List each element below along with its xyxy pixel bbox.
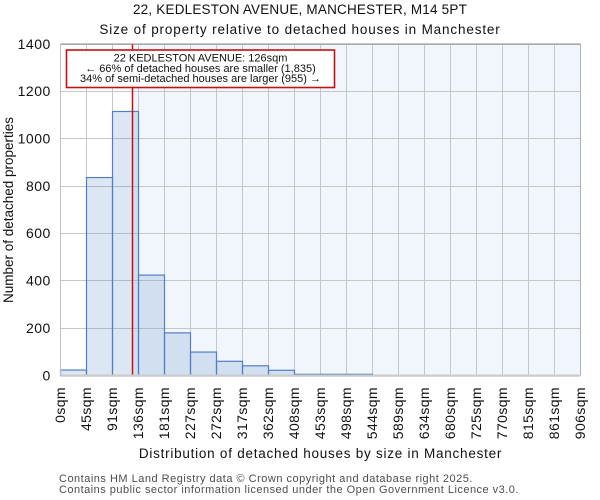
svg-text:Contains public sector informa: Contains public sector information licen… bbox=[59, 484, 519, 496]
svg-text:136sqm: 136sqm bbox=[130, 387, 146, 439]
svg-text:362sqm: 362sqm bbox=[260, 387, 276, 439]
svg-text:770sqm: 770sqm bbox=[494, 387, 510, 439]
svg-text:317sqm: 317sqm bbox=[234, 387, 250, 439]
svg-text:200: 200 bbox=[26, 320, 51, 336]
svg-text:181sqm: 181sqm bbox=[156, 387, 172, 439]
svg-text:Number of detached properties: Number of detached properties bbox=[1, 117, 16, 303]
svg-text:22, KEDLESTON AVENUE, MANCHEST: 22, KEDLESTON AVENUE, MANCHESTER, M14 5P… bbox=[133, 2, 467, 17]
svg-text:Size of property relative to d: Size of property relative to detached ho… bbox=[99, 22, 500, 37]
svg-text:227sqm: 227sqm bbox=[182, 387, 198, 439]
svg-text:Distribution of detached house: Distribution of detached houses by size … bbox=[139, 446, 502, 461]
svg-text:0sqm: 0sqm bbox=[52, 387, 68, 423]
svg-text:22 KEDLESTON AVENUE: 126sqm: 22 KEDLESTON AVENUE: 126sqm bbox=[114, 52, 288, 64]
svg-text:453sqm: 453sqm bbox=[312, 387, 328, 439]
svg-text:861sqm: 861sqm bbox=[546, 387, 562, 439]
svg-text:272sqm: 272sqm bbox=[208, 387, 224, 439]
svg-text:800: 800 bbox=[26, 178, 51, 194]
svg-text:680sqm: 680sqm bbox=[442, 387, 458, 439]
svg-text:400: 400 bbox=[26, 273, 51, 289]
svg-text:34% of semi-detached houses ar: 34% of semi-detached houses are larger (… bbox=[80, 73, 321, 85]
svg-text:408sqm: 408sqm bbox=[286, 387, 302, 439]
svg-text:45sqm: 45sqm bbox=[78, 387, 94, 431]
svg-text:Contains HM Land Registry data: Contains HM Land Registry data © Crown c… bbox=[59, 473, 473, 485]
svg-text:1200: 1200 bbox=[18, 83, 51, 99]
svg-text:634sqm: 634sqm bbox=[416, 387, 432, 439]
svg-text:815sqm: 815sqm bbox=[520, 387, 536, 439]
svg-text:498sqm: 498sqm bbox=[338, 387, 354, 439]
svg-text:906sqm: 906sqm bbox=[572, 387, 588, 439]
svg-text:544sqm: 544sqm bbox=[364, 387, 380, 439]
svg-text:600: 600 bbox=[26, 225, 51, 241]
svg-text:91sqm: 91sqm bbox=[104, 387, 120, 431]
svg-text:0: 0 bbox=[43, 367, 51, 383]
svg-text:1400: 1400 bbox=[18, 36, 51, 52]
svg-text:589sqm: 589sqm bbox=[390, 387, 406, 439]
svg-text:1000: 1000 bbox=[18, 131, 51, 147]
svg-text:← 66% of detached houses are s: ← 66% of detached houses are smaller (1,… bbox=[85, 63, 316, 75]
svg-text:725sqm: 725sqm bbox=[468, 387, 484, 439]
